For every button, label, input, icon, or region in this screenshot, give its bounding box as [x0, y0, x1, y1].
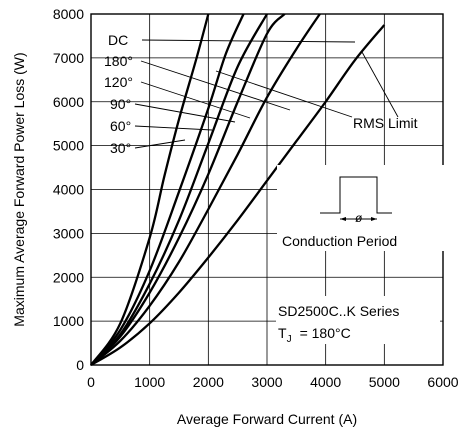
inset-label: Conduction Period: [282, 233, 397, 249]
label-leaders: [134, 39, 356, 149]
conduction-period-inset: ø Conduction Period: [277, 165, 445, 251]
y-tick-label: 0: [76, 357, 84, 373]
y-tick-label: 4000: [53, 182, 84, 198]
tj-subscript: J: [287, 334, 292, 345]
rms-leader-1: [215, 70, 353, 118]
series-line-2: [90, 13, 269, 366]
x-tick-label: 3000: [251, 374, 282, 390]
axis-ticks: 0 1000 2000 3000 4000 5000 6000 0 1000 2000 3000 40…: [53, 6, 459, 390]
y-axis-title: Maximum Average Forward Power Loss (W): [11, 52, 27, 326]
series-line-1: [90, 13, 245, 366]
x-tick-label: 1000: [134, 374, 165, 390]
leader-30: [134, 139, 186, 149]
rms-limit-label: RMS Limit: [353, 115, 418, 131]
inset-arrow-left: [340, 217, 346, 221]
y-tick-label: 5000: [53, 138, 84, 154]
leader-120: [140, 81, 251, 119]
x-tick-label: 4000: [310, 374, 341, 390]
inset-phi-symbol: ø: [355, 211, 363, 225]
y-tick-label: 7000: [53, 50, 84, 66]
leader-180: [140, 60, 291, 111]
y-tick-label: 3000: [53, 225, 84, 241]
y-tick-label: 1000: [53, 313, 84, 329]
x-tick-label: 2000: [193, 374, 224, 390]
curve-labels: DC 180° 120° 90° 60° 30°: [104, 32, 133, 156]
label-180: 180°: [104, 53, 133, 69]
x-axis-title: Average Forward Current (A): [177, 411, 357, 427]
series-note-line2: TJ = 180°C: [278, 325, 351, 345]
series-line-5: [90, 24, 386, 366]
inset-arrow-right: [371, 217, 377, 221]
series-line-3: [90, 13, 286, 366]
tj-value: = 180°C: [300, 325, 351, 341]
x-tick-label: 5000: [369, 374, 400, 390]
curves: [90, 13, 386, 366]
leader-90: [134, 103, 236, 123]
leader-60: [134, 125, 213, 131]
inset-waveform: [320, 176, 392, 214]
y-tick-label: 2000: [53, 269, 84, 285]
series-line-0: [90, 13, 210, 366]
series-note: SD2500C..K Series TJ = 180°C: [276, 296, 440, 345]
label-120: 120°: [104, 74, 133, 90]
x-tick-label: 6000: [427, 374, 458, 390]
inset-box: [277, 165, 445, 251]
rms-limit-annotation: RMS Limit: [215, 51, 418, 131]
leader-dc: [141, 39, 356, 43]
label-30: 30°: [110, 140, 131, 156]
series-note-bg: [276, 296, 440, 344]
rms-leader-2: [361, 51, 399, 118]
y-tick-label: 8000: [53, 6, 84, 22]
label-60: 60°: [110, 118, 131, 134]
series-note-line1: SD2500C..K Series: [278, 303, 399, 319]
label-90: 90°: [110, 96, 131, 112]
label-dc: DC: [108, 32, 128, 48]
x-tick-label: 0: [87, 374, 95, 390]
y-tick-label: 6000: [53, 94, 84, 110]
series-line-4: [90, 13, 321, 366]
tj-symbol: T: [278, 325, 287, 341]
